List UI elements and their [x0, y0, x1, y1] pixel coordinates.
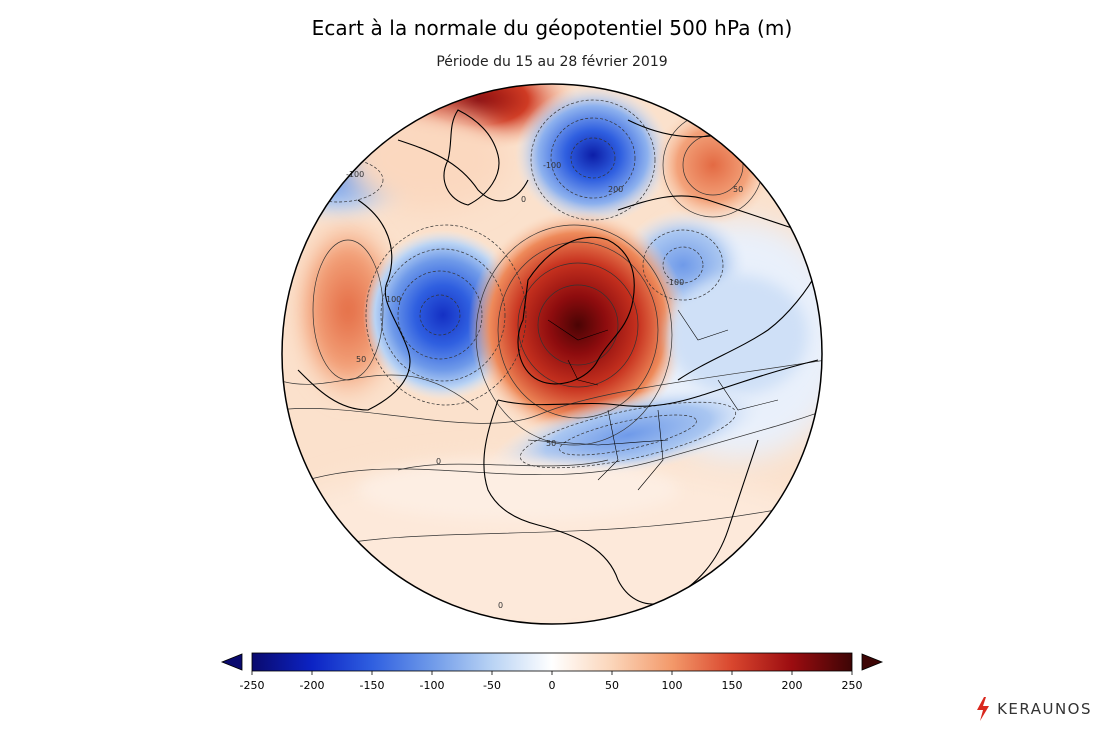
colorbar-tick-label: -200	[300, 679, 325, 692]
map-subtitle: Période du 15 au 28 février 2019	[436, 54, 668, 70]
contour-label: 50	[546, 439, 556, 448]
contour-label: -100	[543, 161, 561, 170]
contour-label: 50	[733, 185, 743, 194]
map-title: Ecart à la normale du géopotentiel 500 h…	[311, 16, 793, 40]
anomaly-globe: -100 0 100 50 -100 50 -100 200 50 0 0	[281, 83, 823, 625]
colorbar-tick-label: 200	[782, 679, 803, 692]
contour-label: 0	[436, 457, 441, 466]
contour-label: 100	[386, 295, 401, 304]
contour-label: 50	[356, 355, 366, 364]
colorbar-max-arrow	[861, 653, 884, 671]
colorbar-ticks: -250 -200 -150 -100 -50 0 50 100 150 200 250	[240, 671, 863, 692]
colorbar-tick-label: -150	[360, 679, 385, 692]
contour-label: -100	[666, 278, 684, 287]
globe-outline	[281, 83, 823, 625]
brand-logo: KERAUNOS	[975, 696, 1092, 722]
contour-label: -100	[346, 170, 364, 179]
colorbar-tick-label: 250	[842, 679, 863, 692]
colorbar-tick-label: 50	[605, 679, 619, 692]
contour-labels: -100 0 100 50 -100 50 -100 200 50 0 0	[346, 161, 743, 610]
colorbar-tick-label: 150	[722, 679, 743, 692]
contour-label: 200	[608, 185, 623, 194]
colorbar-tick-label: 0	[549, 679, 556, 692]
colorbar: -250 -200 -150 -100 -50 0 50 100 150 200 250	[220, 652, 884, 692]
borders	[527, 309, 779, 491]
colorbar-min-arrow	[220, 653, 243, 671]
lightning-bolt-icon	[977, 697, 990, 721]
colorbar-tick-label: 100	[662, 679, 683, 692]
contour-lines	[282, 112, 822, 551]
contour-label: 0	[521, 195, 526, 204]
colorbar-tick-label: -250	[240, 679, 265, 692]
colorbar-bar	[251, 652, 853, 672]
colorbar-tick-label: -100	[420, 679, 445, 692]
brand-name: KERAUNOS	[997, 700, 1092, 718]
colorbar-tick-label: -50	[483, 679, 501, 692]
contour-label: 0	[498, 601, 503, 610]
